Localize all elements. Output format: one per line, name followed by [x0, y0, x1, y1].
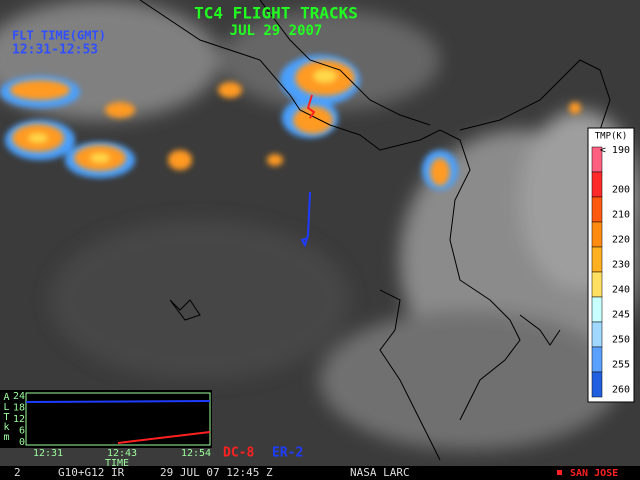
coastlines — [139, 0, 611, 461]
colorbar-band — [591, 346, 603, 373]
colorbar-band — [591, 271, 603, 298]
colorbar-band — [591, 221, 603, 248]
flight-time-range: 12:31-12:53 — [12, 43, 98, 58]
alt-axis-title: ALTkm — [1, 392, 12, 442]
x-title: TIME — [105, 458, 129, 469]
satellite: G10+G12 IR — [58, 466, 125, 479]
colorbar-label: 220 — [612, 235, 630, 246]
colorbar-label: 200 — [612, 185, 630, 196]
colorbar-band — [591, 321, 603, 348]
colorbar-label: 240 — [612, 285, 630, 296]
colorbar-band — [591, 171, 603, 198]
title: TC4 FLIGHT TRACKS — [194, 4, 358, 23]
colorbar-band — [591, 371, 603, 398]
legend-dc8: DC-8 — [223, 446, 254, 461]
alt-tick-label: 12 — [13, 414, 25, 425]
time-tick-label: 12:31 — [33, 448, 63, 459]
dc8-track — [306, 94, 316, 119]
alt-tick-label: 18 — [13, 403, 25, 414]
date: JUL 29 2007 — [230, 23, 323, 39]
dc8-altitude — [117, 431, 211, 444]
footer: 2 G10+G12 IR 29 JUL 07 12:45 Z NASA LARC… — [0, 466, 640, 480]
colorbar-label: 210 — [612, 210, 630, 221]
er2-track — [300, 191, 311, 248]
legend-er2: ER-2 — [272, 446, 303, 461]
datetime: 29 JUL 07 12:45 Z — [160, 466, 273, 479]
colorbar-band — [591, 196, 603, 223]
flight-time-label: FLT TIME(GMT) — [12, 29, 106, 43]
frame: 2 — [14, 466, 21, 479]
colorbar-label: 230 — [612, 260, 630, 271]
time-tick-label: 12:54 — [181, 448, 211, 459]
alt-tick-label: 24 — [13, 391, 25, 402]
colorbar-label: 260 — [612, 385, 630, 396]
time-tick-label: 12:43 — [107, 448, 137, 459]
site: SAN JOSE — [570, 468, 618, 479]
alt-tick-label: 6 — [19, 426, 25, 437]
colorbar-band — [591, 296, 603, 323]
site-marker — [557, 470, 562, 475]
colorbar-band — [591, 246, 603, 273]
alt-tick-label: 0 — [19, 437, 25, 448]
flight-tracks — [300, 94, 316, 248]
source: NASA LARC — [350, 466, 410, 479]
colorbar-title: TMP(K) — [595, 132, 628, 142]
alt-axis-title-text: ALTkm — [1, 392, 12, 442]
er2-altitude — [25, 400, 211, 403]
colorbar-label: 255 — [612, 360, 630, 371]
colorbar-label: < 190 — [600, 145, 630, 156]
colorbar-label: 245 — [612, 310, 630, 321]
colorbar: TMP(K) < 190 200 210 220 230 240 245 250 255 260 — [587, 127, 635, 403]
colorbar-label: 250 — [612, 335, 630, 346]
